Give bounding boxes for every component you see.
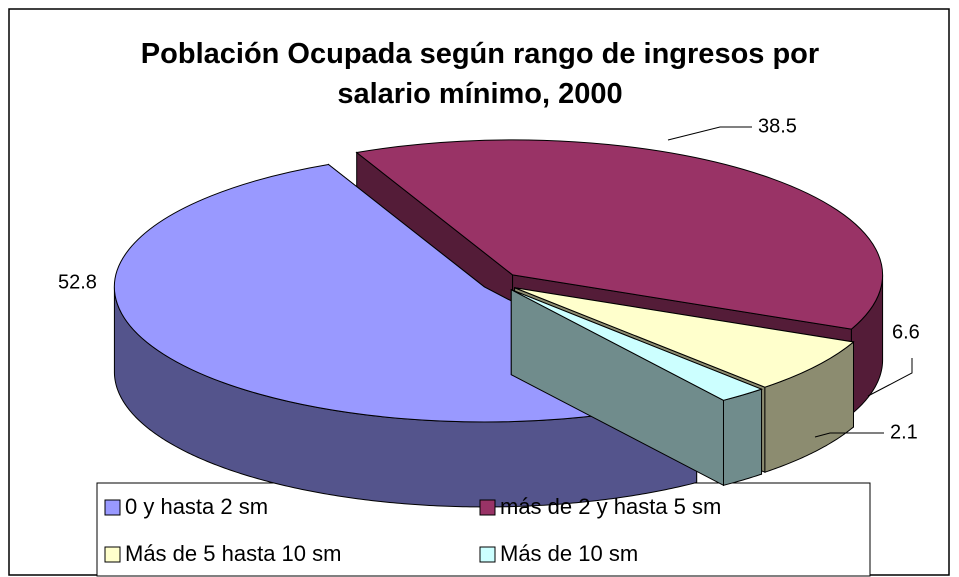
data-label: 38.5 bbox=[758, 115, 797, 137]
data-label: 52.8 bbox=[58, 271, 97, 293]
legend-swatch bbox=[479, 546, 496, 563]
leader-line bbox=[867, 358, 913, 397]
legend-swatch bbox=[104, 546, 121, 563]
slice-rim bbox=[722, 388, 763, 486]
legend-swatch bbox=[104, 499, 121, 516]
legend-label: Más de 10 sm bbox=[500, 541, 638, 566]
legend-label: Más de 5 hasta 10 sm bbox=[125, 541, 341, 566]
slice bbox=[514, 287, 855, 388]
leader-line bbox=[814, 432, 884, 438]
data-label: 6.6 bbox=[892, 321, 920, 343]
legend-swatch bbox=[479, 499, 496, 516]
data-label: 2.1 bbox=[890, 421, 918, 443]
chart-title: Población Ocupada según rango de ingreso… bbox=[140, 38, 820, 110]
legend-label: 0 y hasta 2 sm bbox=[125, 494, 268, 519]
legend-label: más de 2 y hasta 5 sm bbox=[500, 494, 721, 519]
leader-line bbox=[667, 126, 752, 141]
slice bbox=[355, 139, 884, 330]
slice bbox=[511, 289, 763, 401]
